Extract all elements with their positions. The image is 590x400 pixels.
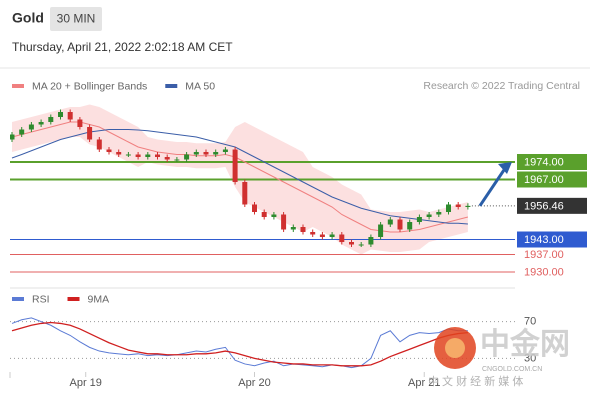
candle-body <box>164 157 170 160</box>
subtitle: Thursday, April 21, 2022 2:02:18 AM CET <box>12 40 233 54</box>
overlay <box>471 162 515 207</box>
candle-body <box>19 129 25 135</box>
legend-swatch <box>165 84 178 88</box>
source: Research © 2022 Trading Central <box>423 80 580 92</box>
level-label: 1974.00 <box>524 156 564 168</box>
candle-body <box>426 214 432 217</box>
candle-body <box>290 227 296 230</box>
watermark-name: 中金网 <box>480 327 570 361</box>
candle-body <box>397 219 403 230</box>
candle-body <box>135 154 141 157</box>
candle-body <box>310 232 316 235</box>
y-tick-label: 70 <box>524 315 536 327</box>
x-tick-label: Apr 19 <box>70 377 102 389</box>
candle-body <box>28 124 34 130</box>
rsi-line <box>11 321 468 367</box>
level-label: 1967.00 <box>524 174 564 186</box>
candle-body <box>155 154 160 157</box>
candle-body <box>319 234 325 237</box>
candle-body <box>222 149 228 152</box>
candle-body <box>271 214 277 217</box>
candle-body <box>58 112 63 117</box>
x-tick-label: Apr 21 <box>408 377 440 389</box>
candle-body <box>116 152 122 155</box>
y-tick-label: 30 <box>524 352 536 364</box>
candle-body <box>455 204 461 207</box>
candle-body <box>87 127 93 140</box>
candle-body <box>387 219 393 225</box>
candle-body <box>193 152 199 155</box>
candle-body <box>125 154 131 156</box>
candle-body <box>96 139 102 150</box>
candle-body <box>300 227 306 232</box>
candle-body <box>436 212 442 215</box>
legend-label: MA 50 <box>185 80 215 92</box>
candle-body <box>184 154 190 160</box>
candle-body <box>261 212 267 217</box>
projection-arrow-head <box>498 162 512 174</box>
candle-body <box>407 222 413 230</box>
candle-body <box>378 224 384 237</box>
candle-body <box>10 134 15 140</box>
level-label-box <box>517 154 587 170</box>
moving-average <box>11 121 469 233</box>
candle-body <box>174 159 180 161</box>
legend-swatch <box>12 297 24 301</box>
candle-body <box>67 112 73 120</box>
level-label: 1930.00 <box>524 266 564 278</box>
candle-body <box>329 234 335 237</box>
candle-body <box>339 234 345 242</box>
candle-body <box>232 149 238 182</box>
candle-body <box>252 204 257 212</box>
legend-label: 9MA <box>88 293 110 305</box>
candle-body <box>416 217 422 222</box>
legend-swatch <box>12 84 24 88</box>
candle-body <box>203 152 209 155</box>
rsi-line <box>11 317 468 369</box>
legend-label: RSI <box>32 293 50 305</box>
watermark-logo <box>445 338 465 358</box>
legend-label: MA 20 + Bollinger Bands <box>32 80 147 92</box>
candle-body <box>446 204 451 212</box>
level-label-box <box>517 231 587 248</box>
candle-body <box>106 149 112 152</box>
legend-swatch <box>67 297 80 301</box>
chart-title: Gold <box>12 10 44 26</box>
projection-arrow <box>478 166 508 207</box>
rsi-panel <box>10 317 515 369</box>
timeframe[interactable]: 30 MIN <box>57 12 96 26</box>
x-tick-label: Apr 20 <box>238 377 270 389</box>
labels: 1974.00 1967.00 1943.00 1937.00 1930.00 1956.… <box>12 80 587 389</box>
current-price-label: 1956.46 <box>524 200 564 212</box>
level-label: 1943.00 <box>524 234 564 246</box>
candle-body <box>145 154 151 157</box>
candle-body <box>213 152 219 155</box>
timeframe-badge[interactable] <box>50 7 102 31</box>
watermark-tagline: 中 文 财 经 新 媒 体 <box>428 374 523 388</box>
candle-body <box>368 237 374 245</box>
level-label-box <box>517 171 587 188</box>
current-price-box <box>517 197 587 214</box>
candle-body <box>242 182 248 205</box>
candle-body <box>48 117 54 122</box>
candle-body <box>349 242 354 245</box>
candle-body <box>358 244 364 246</box>
watermark-url: CNGOLD.COM.CN <box>482 366 542 373</box>
candle-body <box>465 205 471 207</box>
candle-body <box>38 122 44 125</box>
price-panel <box>10 104 515 273</box>
candle-body <box>281 214 287 230</box>
candle-body <box>77 119 83 127</box>
level-label: 1937.00 <box>524 249 564 261</box>
